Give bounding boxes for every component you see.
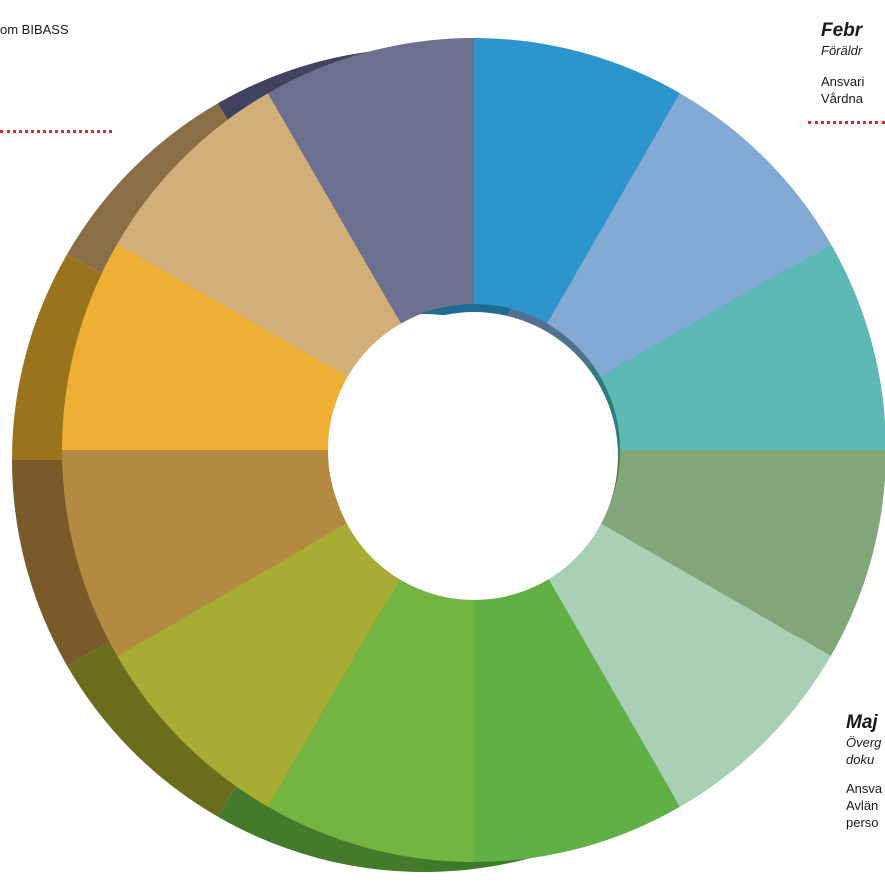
february-line-1: Ansvari bbox=[821, 74, 865, 89]
february-subtitle: Föräldr bbox=[821, 43, 863, 58]
may-note: Maj Överg doku Ansva Avlän perso bbox=[846, 712, 882, 831]
may-subtitle-1: Överg bbox=[846, 735, 882, 750]
may-subtitle-2: doku bbox=[846, 752, 875, 767]
wheel-segment-5 bbox=[547, 523, 831, 807]
wheel-segment-7 bbox=[268, 576, 474, 862]
wheel-segment-2 bbox=[547, 93, 831, 377]
february-dotted-line bbox=[808, 121, 885, 124]
may-line-1: Ansva bbox=[846, 781, 883, 796]
wheel-segment-4 bbox=[600, 450, 885, 656]
february-line-2: Vårdna bbox=[821, 91, 863, 106]
top-left-dotted-line bbox=[0, 130, 112, 133]
wheel-segment-12 bbox=[268, 38, 474, 324]
wheel-segment-11 bbox=[117, 93, 401, 377]
wheel-segment-6 bbox=[474, 576, 680, 862]
may-line-2: Avlän bbox=[846, 798, 879, 813]
february-heading: Febr bbox=[821, 20, 863, 41]
february-note: Febr Föräldr Ansvari Vårdna bbox=[821, 20, 864, 107]
wheel-segment-9 bbox=[62, 450, 348, 656]
wheel-center-hole bbox=[330, 312, 618, 600]
wheel-segment-3 bbox=[600, 244, 885, 450]
top-left-note: om BIBASS bbox=[0, 21, 69, 38]
wheel-segment-8 bbox=[117, 523, 401, 807]
top-left-note-text: om BIBASS bbox=[0, 22, 69, 37]
wheel-segment-10 bbox=[62, 244, 348, 450]
wheel-segment-1 bbox=[474, 38, 680, 324]
may-line-3: perso bbox=[846, 815, 879, 830]
may-heading: Maj bbox=[846, 712, 878, 733]
